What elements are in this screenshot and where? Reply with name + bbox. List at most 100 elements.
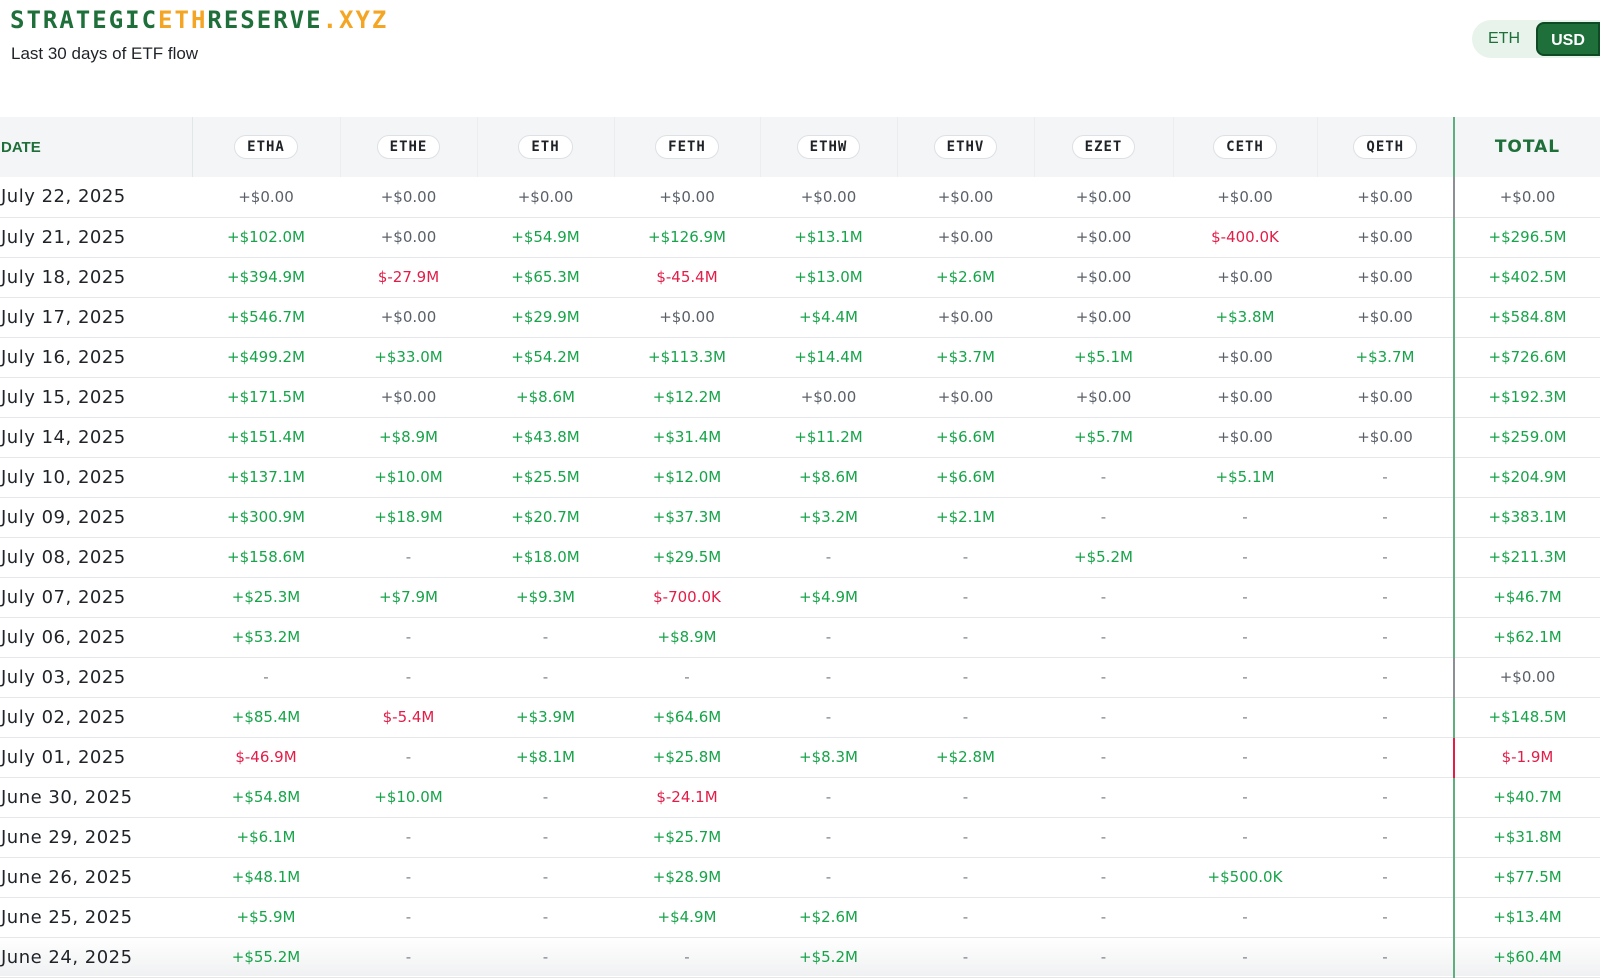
flow-cell-qeth: - [1382,548,1388,566]
flow-cell-etha: $-46.9M [235,748,297,766]
table-header-row: DATE ETHA ETHE ETH FETH ETHW ETHV EZET CETH QETH… [0,117,1600,177]
flow-cell-ceth: +$5.1M [1215,468,1275,486]
flow-cell-ceth: - [1242,788,1248,806]
flow-cell-ethv: - [962,788,969,806]
flow-cell-feth: +$0.00 [659,308,715,326]
page-subtitle: Last 30 days of ETF flow [11,44,199,63]
flow-cell-ethw: +$0.00 [800,388,857,406]
flow-cell-ethe: +$7.9M [379,588,438,606]
column-header-qeth[interactable]: QETH [1317,117,1455,177]
flow-cell-etha: +$55.2M [231,948,301,966]
flow-cell-ezet: +$0.00 [1075,308,1132,326]
flow-cell-eth: +$43.8M [511,428,580,446]
flow-cell-qeth: - [1382,828,1388,846]
flow-cell-ethe: +$33.0M [374,348,443,366]
flow-cell-qeth: - [1382,508,1388,526]
column-header-etha[interactable]: ETHA [192,117,341,177]
flow-cell-ceth: - [1242,588,1248,606]
table-body: July 22, 2025 +$0.00 +$0.00 +$0.00 +$0.00 +$0… [0,177,1600,977]
flow-cell-ceth: - [1242,948,1248,966]
flow-cell-ezet: - [1100,468,1107,486]
row-date: July 03, 2025 [1,666,126,688]
flow-cell-ethv: +$2.6M [936,268,995,286]
flow-cell-ethe: +$0.00 [380,308,437,326]
flow-cell-ethe: +$10.0M [374,468,443,486]
flow-cell-total: +$402.5M [1453,257,1600,297]
table-row: July 22, 2025 +$0.00 +$0.00 +$0.00 +$0.00 +$0… [0,177,1600,217]
flow-cell-etha: +$171.5M [227,388,305,406]
flow-cell-eth: - [542,908,549,926]
ticker-pill: ETHW [796,135,861,159]
flow-cell-total: +$259.0M [1453,417,1600,457]
flow-cell-ezet: +$5.7M [1074,428,1133,446]
row-date: July 17, 2025 [1,306,126,328]
flow-cell-ethv: - [962,908,969,926]
currency-option-eth[interactable]: ETH [1488,30,1520,47]
flow-cell-total: +$0.00 [1453,657,1600,697]
flow-cell-ethv: - [962,828,969,846]
flow-cell-etha: +$137.1M [227,468,305,486]
flow-cell-total: $-1.9M [1453,737,1600,777]
column-header-date[interactable]: DATE [0,117,193,177]
flow-cell-feth: +$25.7M [652,828,722,846]
column-header-total[interactable]: TOTAL [1453,117,1600,177]
flow-cell-qeth: +$0.00 [1357,428,1413,446]
flow-cell-ezet: - [1100,868,1107,886]
row-date: July 09, 2025 [1,506,126,528]
flow-cell-ethv: - [962,868,969,886]
column-header-ethv[interactable]: ETHV [897,117,1035,177]
flow-cell-ezet: - [1100,748,1107,766]
flow-cell-eth: +$54.2M [511,348,580,366]
flow-cell-ceth: +$0.00 [1217,388,1273,406]
column-header-eth[interactable]: ETH [477,117,615,177]
flow-cell-qeth: - [1382,468,1388,486]
column-header-ezet[interactable]: EZET [1034,117,1174,177]
table-row: July 08, 2025 +$158.6M - +$18.0M +$29.5M - - +$… [0,537,1600,577]
table-row: July 18, 2025 +$394.9M $-27.9M +$65.3M $-45.… [0,257,1600,297]
flow-cell-ethw: +$3.2M [799,508,858,526]
flow-cell-qeth: - [1382,868,1388,886]
column-header-ceth[interactable]: CETH [1173,117,1318,177]
row-date: June 29, 2025 [1,826,133,848]
flow-cell-ethv: +$3.7M [936,348,995,366]
flow-cell-ezet: - [1100,708,1107,726]
table-row: July 14, 2025 +$151.4M +$8.9M +$43.8M +$31.4… [0,417,1600,457]
flow-cell-etha: +$54.8M [231,788,301,806]
logo-part-xyz: .XYZ [322,6,389,34]
flow-cell-total: +$46.7M [1453,577,1600,617]
flow-cell-feth: +$12.0M [652,468,722,486]
flow-cell-qeth: - [1382,708,1388,726]
flow-cell-feth: +$12.2M [652,388,722,406]
flow-cell-ethw: +$13.1M [794,228,863,246]
flow-cell-eth: - [542,828,549,846]
flow-cell-ezet: +$5.2M [1074,548,1133,566]
flow-cell-ethv: +$0.00 [937,187,994,206]
column-header-ethw[interactable]: ETHW [760,117,898,177]
ticker-pill: CETH [1213,135,1277,159]
table-row: June 26, 2025 +$48.1M - - +$28.9M - - - +$500.0K… [0,857,1600,897]
flow-cell-total: +$383.1M [1453,497,1600,537]
flow-cell-ethw: - [825,628,832,646]
column-header-feth[interactable]: FETH [614,117,761,177]
flow-cell-eth: +$3.9M [516,708,575,726]
ticker-pill: FETH [655,135,719,159]
flow-cell-qeth: - [1382,668,1388,686]
flow-cell-etha: +$85.4M [231,708,301,726]
row-date: June 30, 2025 [1,786,133,808]
flow-cell-etha: +$394.9M [227,268,305,286]
currency-toggle: ETH USD [1472,20,1600,58]
flow-cell-ethw: +$13.0M [794,268,863,286]
currency-option-usd[interactable]: USD [1536,22,1600,56]
flow-cell-total: +$40.7M [1453,777,1600,817]
site-logo[interactable]: STRATEGICETHRESERVE.XYZ [10,6,388,34]
column-header-ethe[interactable]: ETHE [340,117,478,177]
flow-cell-etha: +$5.9M [236,908,296,926]
flow-cell-ethe: - [405,828,412,846]
flow-cell-ethw: - [825,708,832,726]
flow-cell-ethw: +$4.4M [799,308,858,326]
table-row: June 29, 2025 +$6.1M - - +$25.7M - - - - - +$31.8M [0,817,1600,857]
flow-cell-ethe: +$18.9M [374,508,443,526]
row-date: July 10, 2025 [1,466,126,488]
flow-cell-total: +$148.5M [1453,697,1600,737]
flow-cell-ethw: +$14.4M [794,348,863,366]
